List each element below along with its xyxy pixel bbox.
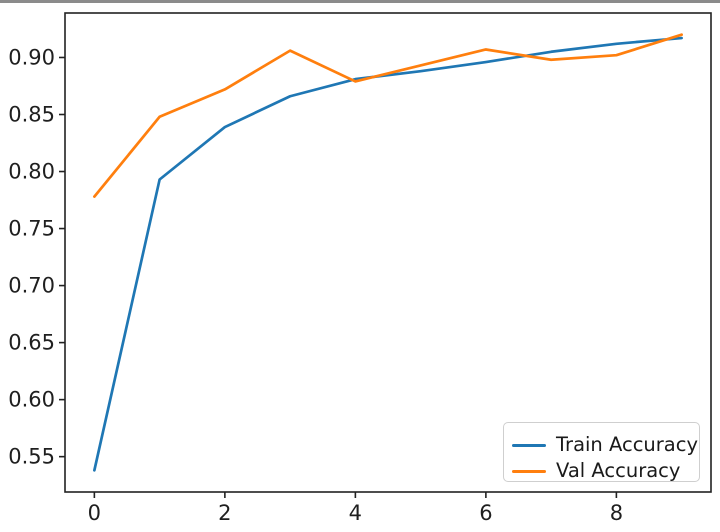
y-tick-label: 0.75: [8, 217, 55, 241]
x-tick-label: 0: [88, 501, 101, 525]
legend-label-train: Train Accuracy: [556, 433, 699, 456]
y-tick-label: 0.60: [8, 388, 55, 412]
axes-box: [64, 12, 712, 493]
legend-label-val: Val Accuracy: [556, 459, 681, 482]
x-tick-label: 2: [218, 501, 231, 525]
y-tick-label: 0.90: [8, 45, 55, 69]
train-accuracy-line: [93, 36, 683, 472]
legend-item-val: Val Accuracy: [512, 458, 693, 484]
train-line-sample: [512, 443, 546, 447]
x-tick-label: 4: [349, 501, 362, 525]
legend: Train Accuracy Val Accuracy: [503, 422, 700, 482]
val-line-sample: [512, 469, 546, 473]
legend-item-train: Train Accuracy: [512, 432, 698, 458]
x-tick-label: 8: [610, 501, 623, 525]
y-tick-label: 0.65: [8, 331, 55, 355]
y-tick-label: 0.70: [8, 274, 55, 298]
y-tick-label: 0.80: [8, 160, 55, 184]
window-top-edge: [0, 0, 720, 3]
val-accuracy-line: [93, 33, 683, 198]
y-tick-label: 0.85: [8, 103, 55, 127]
x-tick-label: 6: [479, 501, 492, 525]
y-tick-label: 0.55: [8, 445, 55, 469]
